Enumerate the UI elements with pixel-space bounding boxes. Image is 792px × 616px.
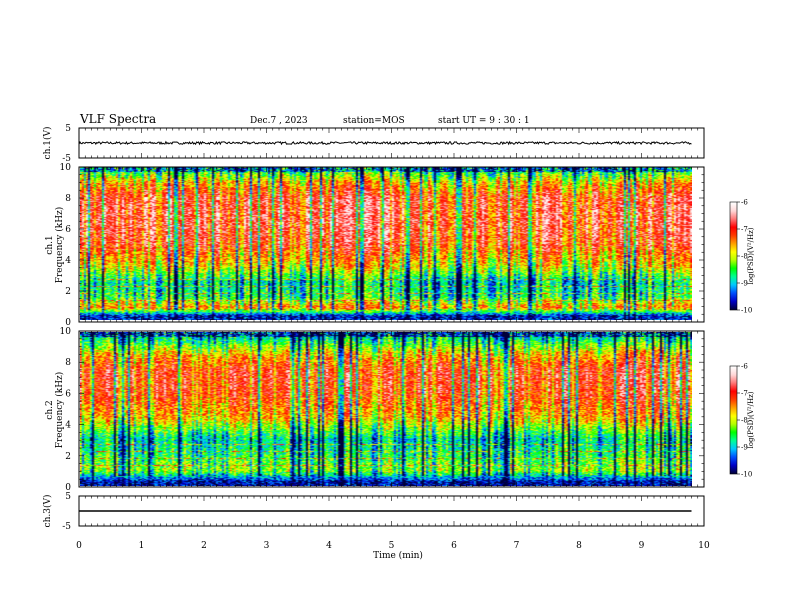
header-title: VLF Spectra <box>79 112 156 126</box>
time-tick-label: 4 <box>326 541 332 551</box>
ch2-ytick-6: 6 <box>65 389 71 399</box>
time-tick-label: 8 <box>576 541 582 551</box>
ch2-spectrogram-ylabel: ch.2Frequency (kHz) <box>45 372 65 449</box>
colorbar-tick-label: -10 <box>741 471 752 479</box>
ch1-ytick-top: 5 <box>65 124 71 134</box>
ch3-waveform-ticks <box>78 496 705 526</box>
ch2-ytick-10: 10 <box>60 327 72 337</box>
ch1-ytick-bottom: -5 <box>62 154 71 164</box>
ch3-ytick-top: 5 <box>65 492 71 502</box>
time-axis-tick-labels: 0 1 2 3 4 5 6 7 8 9 10 <box>76 541 710 551</box>
ch1-ytick-4: 4 <box>65 256 71 266</box>
colorbar-tick-label: -10 <box>741 307 752 315</box>
header-station: station=MOS <box>343 116 405 126</box>
colorbar-tick-label: -8 <box>741 253 748 261</box>
colorbar-tick-label: -6 <box>741 199 748 207</box>
time-tick-label: 6 <box>451 541 457 551</box>
time-tick-label: 1 <box>139 541 145 551</box>
ch1-colorbar: -6 -7 -8 -9 -10 log(PSD)(V²/Hz) <box>729 199 755 315</box>
ch2-spectrogram-ticks <box>78 330 705 488</box>
ch2-ytick-2: 2 <box>65 452 71 462</box>
time-tick-label: 3 <box>264 541 270 551</box>
time-tick-label: 2 <box>201 541 207 551</box>
ch2-spectrogram-image <box>80 332 692 486</box>
time-axis-label: Time (min) <box>373 550 423 561</box>
ch1-spectrogram-ylabel: ch.1Frequency (kHz) <box>45 207 65 284</box>
ch1-waveform-trace <box>78 140 692 146</box>
ch1-colorbar-tick-labels: -6 -7 -8 -9 -10 <box>737 199 752 315</box>
time-tick-label: 5 <box>389 541 395 551</box>
ch2-colorbar: -6 -7 -8 -9 -10 log(PSD)(V²/Hz) <box>729 363 755 479</box>
colorbar-tick-label: -9 <box>741 280 748 288</box>
ch2-colorbar-tick-labels: -6 -7 -8 -9 -10 <box>737 363 752 479</box>
ch1-ytick-6: 6 <box>65 225 71 235</box>
ch3-waveform-ylabel: ch.3(V) <box>42 495 53 528</box>
ch2-colorbar-label: log(PSD)(V²/Hz) <box>747 391 755 448</box>
colorbar-tick-label: -9 <box>741 444 748 452</box>
ch2-frequency-tick-labels: 0 2 4 6 8 10 <box>60 327 72 493</box>
header-date: Dec.7 , 2023 <box>250 116 308 126</box>
colorbar-tick-label: -7 <box>741 226 748 234</box>
ch2-ytick-0: 0 <box>65 483 71 493</box>
ch1-spectrogram-ticks <box>78 166 705 323</box>
ch1-waveform-ylabel: ch.1(V) <box>42 127 53 160</box>
colorbar-tick-label: -7 <box>741 390 748 398</box>
ch1-ytick-10: 10 <box>60 163 72 173</box>
header-start-time: start UT = 9 : 30 : 1 <box>438 116 530 126</box>
colorbar-tick-label: -6 <box>741 363 748 371</box>
ch2-spectrogram-panel: 0 2 4 6 8 10 ch.2Frequency (kHz) <box>45 327 705 493</box>
ch1-frequency-tick-labels: 0 2 4 6 8 10 <box>60 163 72 328</box>
time-tick-label: 9 <box>639 541 645 551</box>
ch1-spectrogram-image <box>80 167 692 320</box>
ch1-spectrogram-panel: 0 2 4 6 8 10 ch.1Frequency (kHz) <box>45 163 705 328</box>
ch1-ytick-8: 8 <box>65 194 71 204</box>
ch2-colorbar-gradient <box>730 366 737 474</box>
ch1-waveform-ticks <box>78 128 705 158</box>
ch1-waveform-panel: 5 -5 ch.1(V) <box>42 124 705 164</box>
ch1-ytick-0: 0 <box>65 318 71 328</box>
time-tick-label: 10 <box>698 541 710 551</box>
ch2-ytick-8: 8 <box>65 358 71 368</box>
ch1-colorbar-gradient <box>730 202 737 310</box>
time-tick-label: 0 <box>76 541 82 551</box>
ch3-waveform-panel: 5 -5 ch.3(V) <box>42 492 705 532</box>
ch2-ytick-4: 4 <box>65 421 71 431</box>
ch3-ytick-bottom: -5 <box>62 522 71 532</box>
colorbar-tick-label: -8 <box>741 417 748 425</box>
ch1-colorbar-label: log(PSD)(V²/Hz) <box>747 227 755 284</box>
time-tick-label: 7 <box>514 541 520 551</box>
ch1-ytick-2: 2 <box>65 287 71 297</box>
